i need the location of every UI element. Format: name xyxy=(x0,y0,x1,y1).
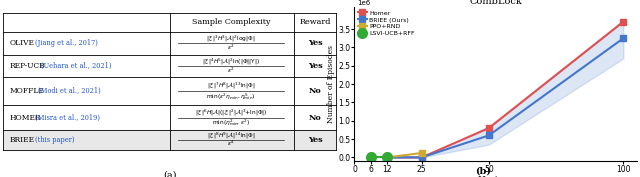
Text: (b): (b) xyxy=(476,166,491,175)
Line: Homer: Homer xyxy=(384,19,626,160)
Text: (this paper): (this paper) xyxy=(35,136,74,144)
Text: (Jiang et al., 2017): (Jiang et al., 2017) xyxy=(35,39,98,47)
Homer xyxy=(418,156,426,158)
Text: $|\mathcal{Z}|^3 H^3 |\mathcal{A}|^2 \log |\Phi|$: $|\mathcal{Z}|^3 H^3 |\mathcal{A}|^2 \lo… xyxy=(207,34,256,44)
LSVI-UCB+RFF xyxy=(367,156,374,158)
Bar xyxy=(3,130,336,150)
Text: HOMER: HOMER xyxy=(10,114,42,122)
BRIEE (Ours) xyxy=(383,156,390,158)
Homer xyxy=(620,21,627,23)
Text: $\varepsilon^4$: $\varepsilon^4$ xyxy=(227,139,235,149)
Text: Reward: Reward xyxy=(300,18,331,27)
Legend: Homer, BRIEE (Ours), PPO+RND, LSVI-UCB+RFF: Homer, BRIEE (Ours), PPO+RND, LSVI-UCB+R… xyxy=(356,9,417,38)
Text: No: No xyxy=(309,87,322,95)
Line: PPO+RND: PPO+RND xyxy=(384,150,424,160)
Text: REP-UCB: REP-UCB xyxy=(10,62,45,70)
PPO+RND xyxy=(383,156,390,158)
LSVI-UCB+RFF xyxy=(383,156,390,158)
Text: (Uehara et al., 2021): (Uehara et al., 2021) xyxy=(41,62,111,70)
Text: BRIEE: BRIEE xyxy=(10,136,35,144)
Text: $|\mathcal{Z}|^8 H^9 |\mathcal{A}|^{14} \ln |\Phi|$: $|\mathcal{Z}|^8 H^9 |\mathcal{A}|^{14} … xyxy=(207,131,255,141)
X-axis label: Horizon: Horizon xyxy=(477,176,514,177)
Homer xyxy=(485,127,493,129)
Text: $|\mathcal{Z}|^7 H^8 |\mathcal{A}|^{13} \ln |\Phi|$: $|\mathcal{Z}|^7 H^8 |\mathcal{A}|^{13} … xyxy=(207,81,255,91)
Homer xyxy=(383,156,390,158)
BRIEE (Ours) xyxy=(620,37,627,39)
Text: OLIVE: OLIVE xyxy=(10,39,35,47)
Text: $|\mathcal{Z}|^6 H|\mathcal{A}|(|\mathcal{Z}|^2|\mathcal{A}|^3{+}\ln|\Phi|)$: $|\mathcal{Z}|^6 H|\mathcal{A}|(|\mathca… xyxy=(195,108,268,118)
Text: Sample Complexity: Sample Complexity xyxy=(192,18,271,27)
Text: $\varepsilon^2$: $\varepsilon^2$ xyxy=(227,43,235,52)
Y-axis label: Number of Episodes: Number of Episodes xyxy=(328,45,335,123)
BRIEE (Ours) xyxy=(418,156,426,158)
Text: $|\mathcal{Z}|^4 H^5 |\mathcal{A}|^2 \ln(|\Phi||\Upsilon|)$: $|\mathcal{Z}|^4 H^5 |\mathcal{A}|^2 \ln… xyxy=(202,56,260,67)
BRIEE (Ours) xyxy=(485,134,493,136)
Text: Yes: Yes xyxy=(308,39,323,47)
Text: No: No xyxy=(309,114,322,122)
Text: $\min(\varepsilon^2\eta_{\min},\eta_{\min}^5)$: $\min(\varepsilon^2\eta_{\min},\eta_{\mi… xyxy=(206,91,256,102)
Text: $\varepsilon^2$: $\varepsilon^2$ xyxy=(227,65,235,75)
Text: (Modi et al., 2021): (Modi et al., 2021) xyxy=(38,87,100,95)
PPO+RND xyxy=(418,152,426,154)
Text: $\min(\eta_{\min}^2,\varepsilon^2)$: $\min(\eta_{\min}^2,\varepsilon^2)$ xyxy=(212,117,250,128)
Line: BRIEE (Ours): BRIEE (Ours) xyxy=(384,35,626,160)
Text: Yes: Yes xyxy=(308,136,323,144)
Text: (a): (a) xyxy=(163,170,177,177)
Title: CombLock: CombLock xyxy=(469,0,522,6)
Text: MOFFLE: MOFFLE xyxy=(10,87,45,95)
Text: 1e6: 1e6 xyxy=(357,0,371,5)
Text: (Misra et al., 2019): (Misra et al., 2019) xyxy=(35,114,100,122)
Text: Yes: Yes xyxy=(308,62,323,70)
Line: LSVI-UCB+RFF: LSVI-UCB+RFF xyxy=(365,153,392,162)
